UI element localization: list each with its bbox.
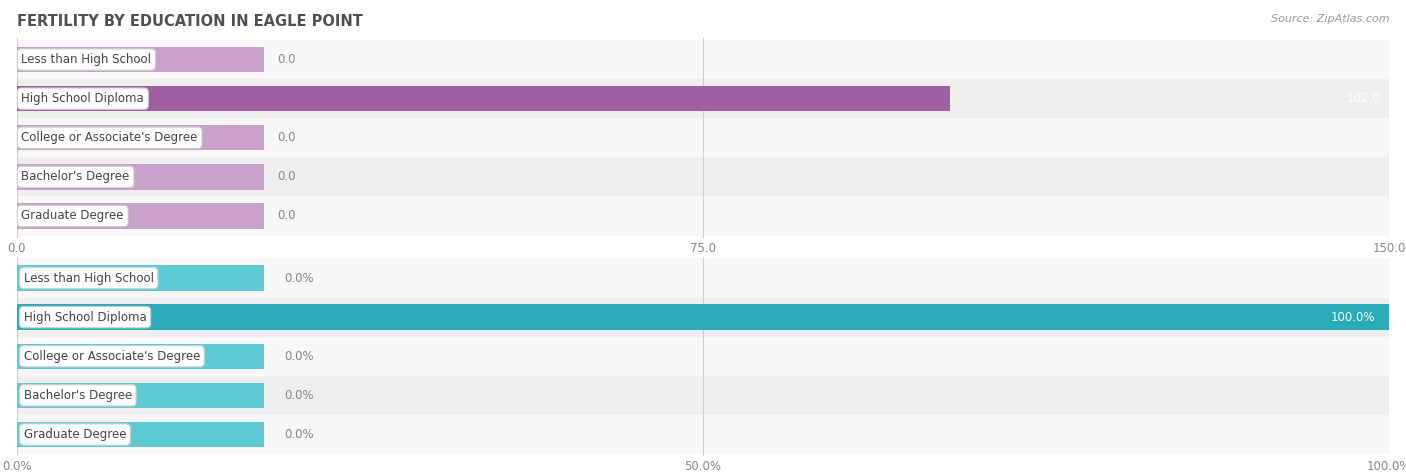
Text: High School Diploma: High School Diploma: [21, 92, 145, 105]
Bar: [17, 376, 1389, 415]
Text: Less than High School: Less than High School: [24, 272, 153, 285]
Bar: [17, 383, 264, 408]
Bar: [17, 40, 1389, 79]
Bar: [17, 79, 1389, 118]
Bar: [17, 118, 1389, 157]
Text: College or Associate's Degree: College or Associate's Degree: [21, 131, 198, 144]
Bar: [17, 125, 264, 151]
Bar: [17, 343, 264, 369]
Text: FERTILITY BY EDUCATION IN EAGLE POINT: FERTILITY BY EDUCATION IN EAGLE POINT: [17, 14, 363, 29]
Text: 0.0%: 0.0%: [284, 350, 314, 363]
Text: 0.0: 0.0: [277, 171, 297, 183]
Bar: [17, 157, 1389, 197]
Text: Bachelor's Degree: Bachelor's Degree: [24, 389, 132, 402]
Text: 0.0: 0.0: [277, 209, 297, 222]
Text: Source: ZipAtlas.com: Source: ZipAtlas.com: [1271, 14, 1389, 24]
Bar: [17, 415, 1389, 454]
Bar: [17, 297, 1389, 337]
Text: High School Diploma: High School Diploma: [24, 311, 146, 323]
Text: 0.0%: 0.0%: [284, 389, 314, 402]
Bar: [17, 203, 264, 228]
Text: Graduate Degree: Graduate Degree: [21, 209, 124, 222]
Bar: [17, 337, 1389, 376]
Text: 0.0%: 0.0%: [284, 272, 314, 285]
Text: Graduate Degree: Graduate Degree: [24, 428, 127, 441]
Bar: [17, 86, 950, 111]
Text: 100.0%: 100.0%: [1331, 311, 1375, 323]
Bar: [17, 422, 264, 447]
Text: Bachelor's Degree: Bachelor's Degree: [21, 171, 129, 183]
Bar: [17, 304, 1389, 330]
Text: 0.0: 0.0: [277, 53, 297, 66]
Text: 0.0: 0.0: [277, 131, 297, 144]
Text: 102.0: 102.0: [1347, 92, 1379, 105]
Bar: [17, 47, 264, 72]
Bar: [17, 258, 1389, 297]
Bar: [17, 164, 264, 190]
Bar: [17, 266, 264, 291]
Text: 0.0%: 0.0%: [284, 428, 314, 441]
Text: Less than High School: Less than High School: [21, 53, 152, 66]
Bar: [17, 197, 1389, 236]
Text: College or Associate's Degree: College or Associate's Degree: [24, 350, 200, 363]
